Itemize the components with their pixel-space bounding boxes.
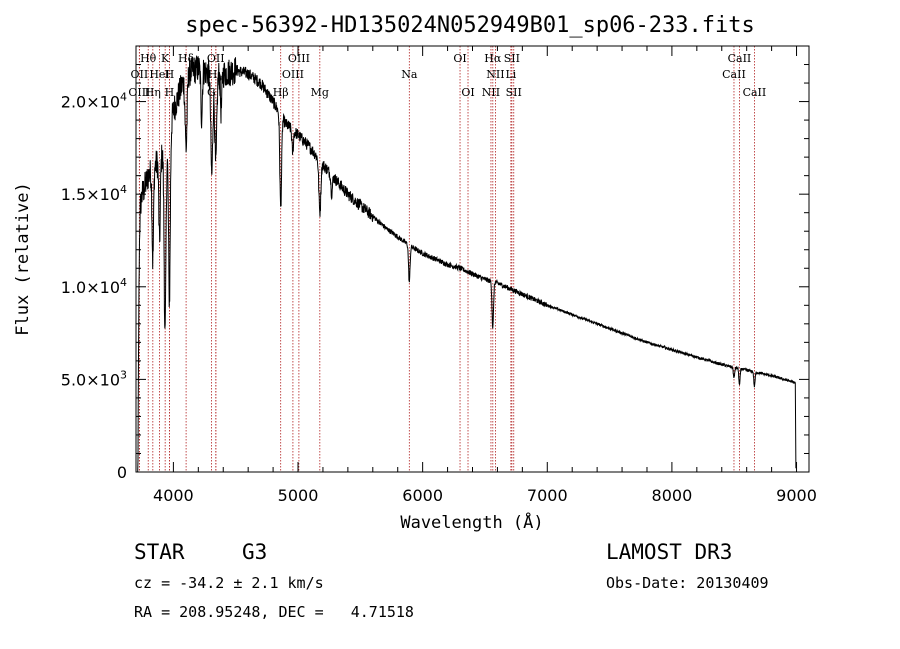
x-tick-label: 6000 [402,486,443,505]
line-label: OII [131,68,149,81]
chart-title: spec-56392-HD135024N052949B01_sp06-233.f… [185,13,755,38]
line-label: Li [505,68,516,81]
line-label: SII [506,86,522,99]
line-label: CaII [743,86,767,99]
line-label: Hβ [273,86,289,99]
line-markers [138,46,755,472]
spectral-subclass: G3 [242,540,268,564]
line-label: G [207,86,216,99]
y-tick-exponent: 4 [120,91,127,104]
line-label: Hη [145,86,161,99]
line-label: H [165,86,175,99]
line-label: CaII [728,52,752,65]
y-tick-label: 0 [117,463,127,482]
y-tick-mantissa: 2.0×10 [61,93,120,112]
x-axis-ticks: 4000 5000 6000 7000 8000 9000 [153,46,817,505]
y-tick-exponent: 4 [120,183,127,196]
line-label: HeI [149,68,169,81]
y-tick-exponent: 4 [120,276,127,289]
y-tick-label: 1.5×104 [61,183,127,204]
redshift-info: cz = -34.2 ± 2.1 km/s [134,574,324,592]
x-tick-label: 9000 [776,486,817,505]
line-label: CaII [722,68,746,81]
y-axis-label: Flux (relative) [13,182,33,336]
line-label: NII [486,68,504,81]
y-tick-mantissa: 1.0×10 [61,278,120,297]
y-tick-mantissa: 0 [117,463,127,482]
survey-name: LAMOST DR3 [606,540,733,564]
y-tick-label: 1.0×104 [61,276,127,297]
line-label: OII [207,52,225,65]
plot-frame [135,45,810,473]
object-type: STAR [134,540,185,564]
obs-date: Obs-Date: 20130409 [606,574,769,592]
line-label: H [165,68,175,81]
line-label: NII [482,86,500,99]
x-axis-label: Wavelength (Å) [400,511,543,533]
line-label: OI [453,52,466,65]
x-tick-label: 7000 [527,486,568,505]
line-label: Mg [311,86,329,99]
line-label: Hδ [178,52,195,65]
line-label: SII [504,52,520,65]
y-tick-exponent: 3 [120,368,127,381]
y-tick-mantissa: 1.5×10 [61,185,120,204]
x-tick-label: 8000 [652,486,693,505]
y-tick-mantissa: 5.0×10 [61,370,120,389]
line-label: OIII [288,52,310,65]
line-label: Hα [484,52,502,65]
line-label: K [161,52,170,65]
line-label: Na [401,68,418,81]
y-tick-label: 2.0×104 [61,91,127,112]
coordinates: RA = 208.95248, DEC = 4.71518 [134,603,414,621]
line-label: OIII [128,86,150,99]
line-label: Hγ [208,68,225,81]
y-tick-label: 5.0×103 [61,368,127,389]
spectrum-line [135,55,797,473]
line-label: OIII [282,68,304,81]
line-label: OI [461,86,474,99]
x-tick-label: 5000 [278,486,319,505]
line-label: Hθ [140,52,157,65]
x-tick-label: 4000 [153,486,194,505]
